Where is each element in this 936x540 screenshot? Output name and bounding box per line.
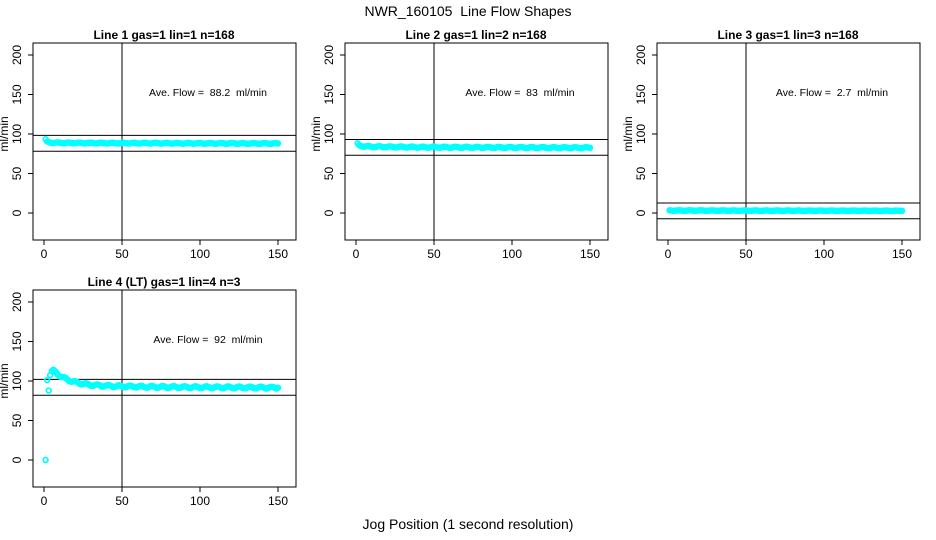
data-point [43, 376, 51, 384]
figure-title: NWR_160105 Line Flow Shapes [364, 3, 572, 19]
panel-title: Line 3 gas=1 lin=3 n=168 [717, 28, 858, 42]
y-tick-label: 100 [634, 124, 648, 144]
x-tick-label: 0 [665, 247, 672, 261]
y-tick-label: 50 [322, 167, 336, 181]
average-flow-annotation: Ave. Flow = 83 ml/min [465, 87, 574, 99]
y-tick-label: 150 [10, 84, 24, 104]
x-tick-label: 150 [892, 247, 912, 261]
x-tick-label: 100 [190, 494, 210, 508]
x-tick-label: 150 [268, 494, 288, 508]
plot-area-line-2: 0 50 100 150 0 50 100 150 200 ml/min [309, 42, 609, 261]
panel-line-2: 0 50 100 150 0 50 100 150 200 ml/min Line 2 gas=1… [309, 28, 609, 261]
data-point [45, 387, 52, 394]
data-point [898, 207, 906, 215]
x-tick-label: 100 [190, 247, 210, 261]
data-point [586, 144, 594, 151]
y-tick-label: 50 [10, 167, 24, 181]
x-tick-label: 150 [268, 247, 288, 261]
y-tick-label: 150 [322, 84, 336, 104]
average-flow-annotation: Ave. Flow = 2.7 ml/min [776, 87, 888, 99]
x-tick-label: 50 [115, 494, 129, 508]
y-tick-label: 100 [10, 371, 24, 391]
y-axis-unit-label: ml/min [0, 116, 11, 151]
y-tick-label: 0 [10, 456, 24, 463]
y-tick-label: 150 [634, 84, 648, 104]
axis-box [656, 42, 921, 241]
x-tick-label: 0 [353, 247, 360, 261]
data-point [42, 456, 49, 464]
y-axis-unit-label: ml/min [621, 116, 635, 151]
average-flow-annotation: Ave. Flow = 88.2 ml/min [149, 87, 267, 99]
x-tick-label: 0 [41, 247, 48, 261]
y-tick-label: 200 [634, 45, 648, 65]
y-tick-label: 200 [10, 292, 24, 312]
panel-title: Line 2 gas=1 lin=2 n=168 [405, 28, 546, 42]
y-tick-label: 150 [10, 331, 24, 351]
y-axis-unit-label: ml/min [0, 363, 11, 398]
y-tick-label: 100 [322, 124, 336, 144]
plot-area-line-1: 0 50 100 150 0 50 100 150 200 ml/min [0, 42, 297, 261]
x-tick-label: 0 [41, 494, 48, 508]
x-tick-label: 50 [115, 247, 129, 261]
plot-area-line-4: 0 50 100 150 0 50 100 150 200 ml/min [0, 289, 297, 508]
panel-line-1: 0 50 100 150 0 50 100 150 200 ml/min Line 1 gas=1… [0, 28, 297, 261]
y-tick-label: 50 [10, 414, 24, 428]
average-flow-annotation: Ave. Flow = 92 ml/min [153, 334, 262, 346]
data-point [274, 384, 282, 391]
plot-area-line-3: 0 50 100 150 0 50 100 150 200 ml/min [621, 42, 921, 261]
panel-line-4-lt: 0 50 100 150 0 50 100 150 200 ml/min Line 4 (LT) … [0, 275, 297, 508]
data-point [274, 140, 282, 147]
panel-line-3: 0 50 100 150 0 50 100 150 200 ml/min Line 3 gas=1… [621, 28, 921, 261]
y-tick-label: 0 [322, 209, 336, 216]
y-tick-label: 200 [10, 45, 24, 65]
x-tick-label: 100 [814, 247, 834, 261]
axis-box [32, 42, 297, 241]
y-axis-unit-label: ml/min [309, 116, 323, 151]
y-tick-label: 200 [322, 45, 336, 65]
axis-box [344, 42, 609, 241]
y-tick-label: 0 [10, 209, 24, 216]
panel-title: Line 4 (LT) gas=1 lin=4 n=3 [88, 275, 241, 289]
y-tick-label: 100 [10, 124, 24, 144]
y-tick-label: 0 [634, 209, 648, 216]
x-tick-label: 50 [427, 247, 441, 261]
x-axis-label: Jog Position (1 second resolution) [362, 516, 574, 532]
panel-title: Line 1 gas=1 lin=1 n=168 [93, 28, 234, 42]
x-tick-label: 150 [580, 247, 600, 261]
x-tick-label: 100 [502, 247, 522, 261]
x-tick-label: 50 [739, 247, 753, 261]
axis-box [32, 289, 297, 488]
y-tick-label: 50 [634, 167, 648, 181]
